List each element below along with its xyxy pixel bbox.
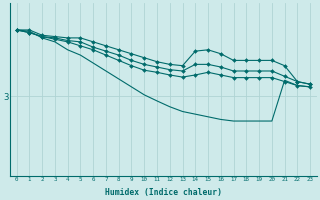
X-axis label: Humidex (Indice chaleur): Humidex (Indice chaleur): [105, 188, 222, 197]
